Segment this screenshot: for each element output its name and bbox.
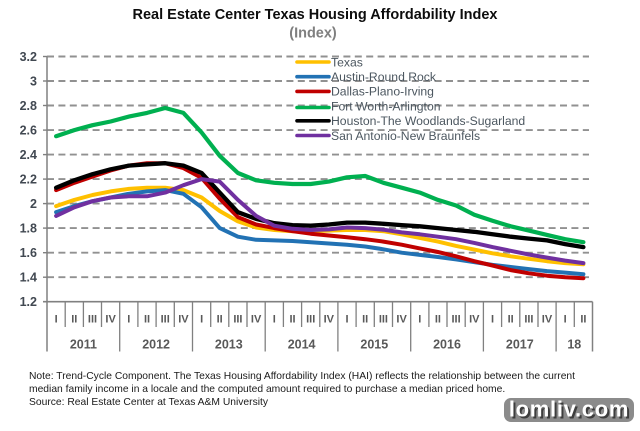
svg-text:2017: 2017 — [506, 338, 534, 352]
svg-text:IV: IV — [469, 314, 480, 326]
svg-text:Austin-Round Rock: Austin-Round Rock — [331, 70, 437, 84]
svg-text:II: II — [435, 314, 441, 326]
svg-text:I: I — [127, 314, 130, 326]
svg-text:1.6: 1.6 — [20, 246, 37, 260]
svg-text:3: 3 — [30, 75, 37, 89]
svg-text:III: III — [233, 314, 242, 326]
svg-text:3.2: 3.2 — [20, 50, 37, 64]
svg-text:I: I — [418, 314, 421, 326]
svg-text:I: I — [273, 314, 276, 326]
svg-text:2013: 2013 — [215, 338, 243, 352]
svg-text:II: II — [217, 314, 223, 326]
svg-text:III: III — [524, 314, 533, 326]
svg-text:2014: 2014 — [288, 338, 316, 352]
svg-text:2016: 2016 — [433, 338, 461, 352]
svg-text:III: III — [306, 314, 315, 326]
svg-text:1.8: 1.8 — [20, 222, 37, 236]
svg-text:2: 2 — [30, 197, 37, 211]
svg-text:San Antonio-New Braunfels: San Antonio-New Braunfels — [331, 129, 480, 143]
svg-text:IV: IV — [324, 314, 335, 326]
svg-text:(Index): (Index) — [289, 26, 337, 42]
svg-text:Note: Trend-Cycle Component. T: Note: Trend-Cycle Component. The Texas H… — [29, 371, 575, 382]
svg-text:II: II — [580, 314, 586, 326]
svg-text:II: II — [71, 314, 77, 326]
svg-text:Texas: Texas — [331, 55, 363, 69]
svg-text:IV: IV — [396, 314, 407, 326]
svg-text:Source: Real Estate Center at: Source: Real Estate Center at Texas A&M … — [29, 397, 269, 408]
svg-text:II: II — [508, 314, 514, 326]
svg-text:I: I — [345, 314, 348, 326]
svg-text:median family income in a loca: median family income in a locale and the… — [29, 384, 505, 395]
svg-text:1.4: 1.4 — [20, 271, 37, 285]
svg-text:2.2: 2.2 — [20, 173, 37, 187]
svg-text:Real Estate Center Texas Housi: Real Estate Center Texas Housing Afforda… — [133, 7, 498, 23]
svg-text:2011: 2011 — [70, 338, 97, 352]
svg-text:III: III — [88, 314, 97, 326]
svg-text:Dallas-Plano-Irving: Dallas-Plano-Irving — [331, 85, 434, 99]
svg-text:Fort Worth-Arlington: Fort Worth-Arlington — [331, 99, 441, 113]
svg-text:IV: IV — [251, 314, 262, 326]
svg-text:II: II — [289, 314, 295, 326]
svg-text:lomliv.com: lomliv.com — [509, 397, 629, 422]
svg-text:I: I — [564, 314, 567, 326]
svg-text:Houston-The Woodlands-Sugarlan: Houston-The Woodlands-Sugarland — [331, 114, 525, 128]
svg-text:2.4: 2.4 — [20, 148, 37, 162]
svg-text:2.6: 2.6 — [20, 124, 37, 138]
svg-text:III: III — [452, 314, 461, 326]
svg-text:IV: IV — [105, 314, 116, 326]
svg-text:II: II — [362, 314, 368, 326]
svg-text:2015: 2015 — [360, 338, 388, 352]
svg-text:I: I — [55, 314, 58, 326]
svg-text:2012: 2012 — [142, 338, 170, 352]
svg-text:I: I — [200, 314, 203, 326]
svg-text:III: III — [379, 314, 388, 326]
svg-text:18: 18 — [567, 338, 581, 352]
svg-text:I: I — [491, 314, 494, 326]
svg-text:II: II — [144, 314, 150, 326]
svg-text:IV: IV — [178, 314, 189, 326]
svg-text:2.8: 2.8 — [20, 99, 37, 113]
svg-text:III: III — [161, 314, 170, 326]
svg-text:1.2: 1.2 — [20, 295, 37, 309]
svg-text:IV: IV — [542, 314, 553, 326]
